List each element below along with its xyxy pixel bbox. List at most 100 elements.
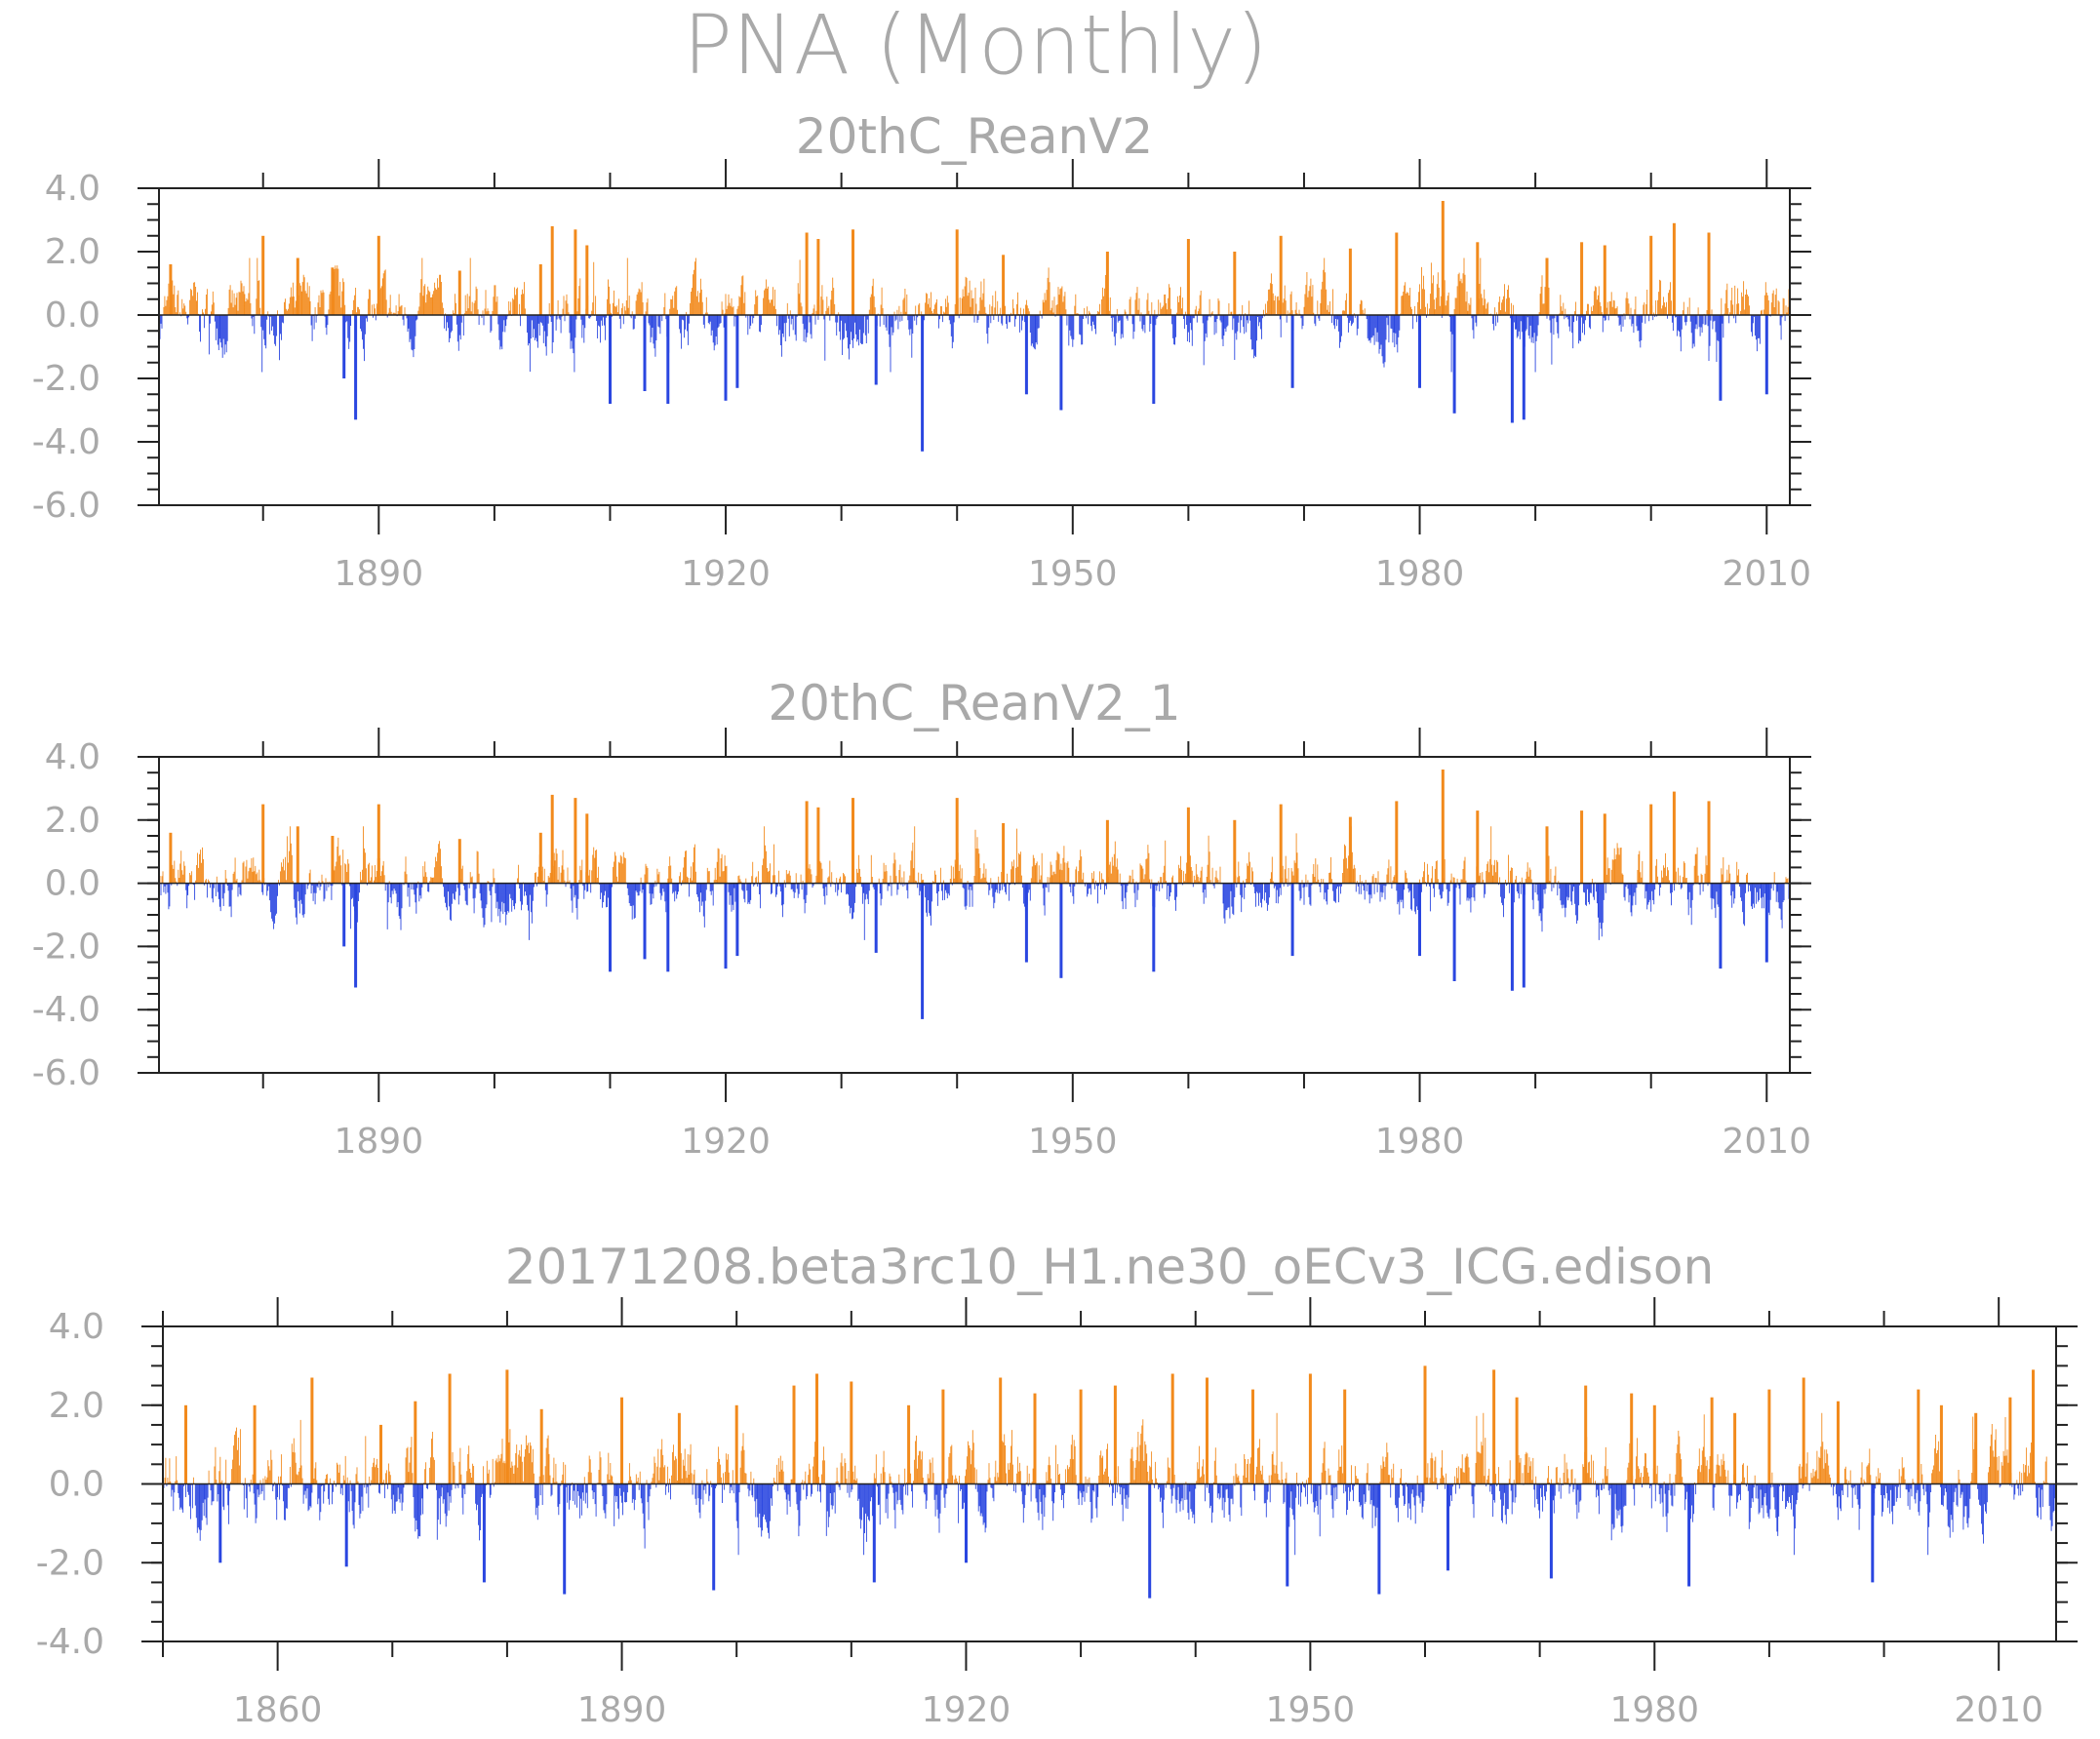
- bar-peak: [735, 315, 739, 388]
- y-tick-label: 4.0: [45, 169, 100, 209]
- panel-title: 20171208.beta3rc10_H1.ne30_oECv3_ICG.edi…: [505, 1239, 1714, 1295]
- bar-peak: [816, 239, 820, 315]
- bar-peak: [169, 264, 173, 315]
- bar-peak: [734, 1404, 738, 1484]
- positive-bars: [158, 826, 1789, 884]
- bar-peak: [941, 1389, 945, 1484]
- panel-1: 20thC_ReanV2 4.0 2.0 0.0 -2.0 -4.0 -6.0 1890 192…: [32, 108, 1811, 594]
- bar-peak: [538, 832, 542, 884]
- bar-peak: [1719, 315, 1723, 401]
- bar-peak: [1105, 252, 1109, 315]
- bar-peak: [1545, 257, 1549, 315]
- y-tick-label: 2.0: [49, 1386, 104, 1426]
- bar-peak: [955, 798, 959, 884]
- bar-peak: [735, 883, 739, 957]
- bar-peak: [850, 1381, 853, 1484]
- bar-peak: [1476, 810, 1480, 884]
- positive-bars: [162, 257, 1790, 315]
- bar-peak: [1974, 1412, 1978, 1484]
- bar-peak: [792, 1385, 796, 1484]
- bar-peak: [1764, 883, 1768, 963]
- bar-peak: [1522, 883, 1525, 988]
- bar-peak: [1186, 239, 1190, 315]
- bar-peak: [1630, 1393, 1634, 1484]
- bar-peak: [1580, 810, 1584, 884]
- y-tick-label: -4.0: [32, 990, 100, 1030]
- bar-peak: [965, 1483, 968, 1563]
- bar-peak: [666, 883, 670, 972]
- bar-peak: [354, 315, 358, 420]
- x-axis: 1860 1890 1920 1950 1980 2010: [162, 1297, 2043, 1730]
- plot-frame: [158, 756, 1791, 1074]
- bar-peak: [1492, 1369, 1496, 1484]
- x-tick-label: 1980: [1609, 1690, 1699, 1730]
- bar-peak: [354, 883, 358, 988]
- x-tick-label: 1950: [1028, 1122, 1118, 1162]
- bar-peak: [1545, 826, 1549, 884]
- bar-peak: [1308, 1373, 1312, 1484]
- bar-peak: [1395, 232, 1399, 315]
- y-tick-label: 2.0: [45, 232, 100, 272]
- bar-peak: [1152, 883, 1156, 972]
- bar-peak: [1024, 883, 1028, 963]
- bar-peak: [376, 804, 380, 884]
- bar-peak: [1510, 883, 1514, 991]
- bar-peak: [1002, 823, 1006, 884]
- x-tick-label: 1950: [1028, 554, 1118, 594]
- negative-bars: [160, 883, 1790, 940]
- x-tick-label: 1890: [334, 554, 423, 594]
- y-axis: 4.0 2.0 0.0 -2.0 -4.0 -6.0: [32, 737, 1811, 1093]
- bar-peak: [585, 813, 589, 884]
- x-tick-label: 2010: [1954, 1690, 2043, 1730]
- bar-peak: [1452, 883, 1456, 981]
- figure-title: PNA (Monthly): [683, 0, 1268, 93]
- bar-peak: [1939, 1404, 1943, 1484]
- bar-peak: [2032, 1369, 2035, 1484]
- bar-peak: [1290, 315, 1294, 388]
- bar-peak: [1580, 242, 1584, 316]
- bar-peak: [1279, 804, 1283, 884]
- bar-peak: [1233, 819, 1237, 884]
- y-tick-label: 2.0: [45, 801, 100, 841]
- bar-peak: [331, 836, 335, 884]
- y-tick-label: -2.0: [36, 1543, 104, 1583]
- x-tick-label: 1860: [233, 1690, 323, 1730]
- bar-peak: [1113, 1385, 1117, 1484]
- x-tick-label: 1920: [681, 1122, 771, 1162]
- x-tick-label: 2010: [1722, 554, 1811, 594]
- bar-peak: [921, 315, 925, 452]
- bar-peak: [1452, 315, 1456, 414]
- bar-peak: [1522, 315, 1525, 420]
- bar-peak: [816, 807, 820, 884]
- bar-peak: [1603, 813, 1606, 884]
- bar-peak: [457, 270, 461, 315]
- bar-peak: [342, 315, 346, 378]
- bar-peak: [805, 232, 809, 315]
- bar-peak: [253, 1404, 257, 1484]
- positive-bars: [162, 1412, 2049, 1484]
- bar-peak: [1871, 1483, 1875, 1583]
- bar-peak: [724, 883, 728, 969]
- bar-peak: [1476, 242, 1480, 316]
- bar-peak: [1652, 1404, 1656, 1484]
- bar-peak: [1343, 1389, 1347, 1484]
- bar-peak: [666, 315, 670, 404]
- x-tick-label: 1920: [681, 554, 771, 594]
- x-axis: 1890 1920 1950 1980 2010: [261, 159, 1811, 594]
- y-tick-label: 0.0: [45, 296, 100, 336]
- bar-peak: [539, 1408, 543, 1484]
- bar-peak: [805, 801, 809, 884]
- bar-peak: [1917, 1389, 1921, 1484]
- bar-peak: [1024, 315, 1028, 395]
- plot-frame: [158, 187, 1791, 506]
- bar-peak: [1059, 315, 1063, 411]
- bar-peak: [1251, 1389, 1254, 1484]
- bar-peak: [874, 315, 878, 385]
- y-tick-label: 0.0: [49, 1465, 104, 1505]
- bar-peak: [448, 1373, 452, 1484]
- bar-peak: [261, 804, 265, 884]
- bar-peak: [1603, 245, 1606, 315]
- panel-title: 20thC_ReanV2_1: [768, 675, 1180, 731]
- bar-peak: [907, 1404, 911, 1484]
